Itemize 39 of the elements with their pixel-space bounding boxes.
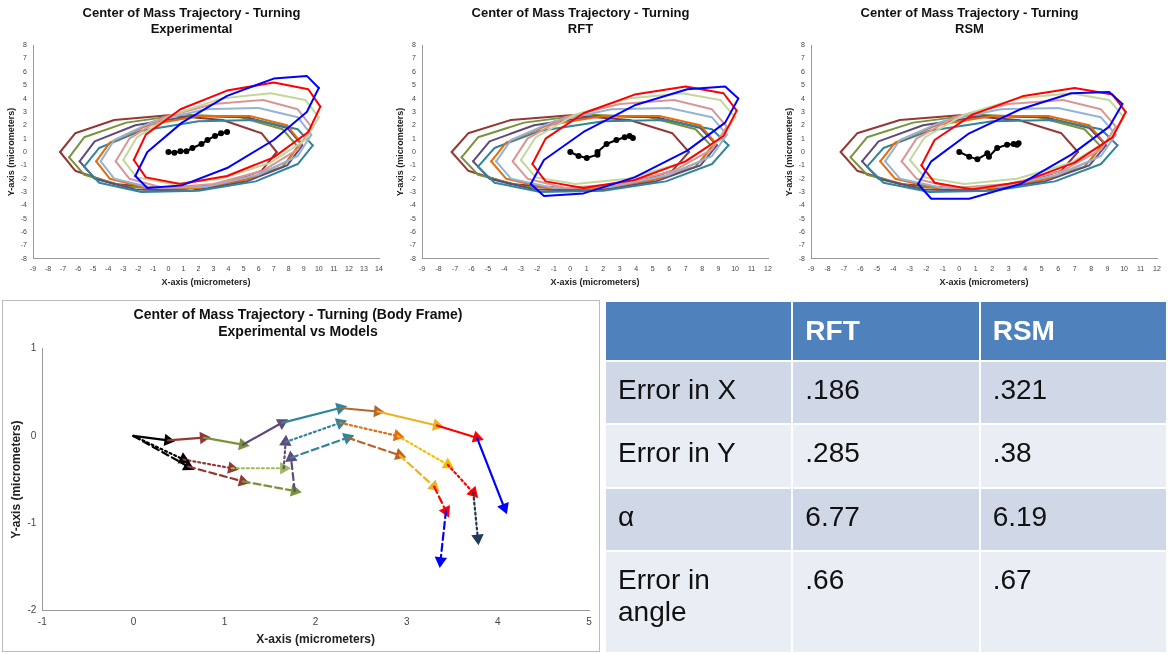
y-axis-title: Y-axis (micrometers) — [783, 107, 794, 197]
y-axis-title: Y-axis (micrometers) — [5, 107, 16, 197]
y-tick-label: 1 — [30, 342, 37, 354]
x-axis-title: X-axis (micrometers) — [256, 632, 376, 647]
y-axis-title: Y-axis (micrometers) — [8, 420, 23, 539]
y-tick-label: 0 — [30, 429, 37, 441]
text: Error in Y — [605, 424, 793, 488]
x-tick-label: 5 — [586, 616, 593, 628]
chart-subtitle: Experimental — [150, 20, 233, 36]
chart-title: Center of Mass Trajectory - Turning (Body Frame) — [133, 306, 463, 323]
text: Error in angle — [605, 550, 793, 653]
chart-title: Center of Mass Trajectory - Turning — [82, 5, 301, 21]
x-axis-title: X-axis (micrometers) — [939, 277, 1029, 288]
text: RSM — [979, 301, 1167, 361]
text: .321 — [979, 361, 1167, 425]
chart-subtitle: RFT — [567, 20, 594, 36]
x-tick-label: 0 — [130, 616, 137, 628]
y-tick-label: -1 — [27, 517, 37, 529]
y-tick-label: -2 — [27, 604, 37, 616]
text: 6.19 — [979, 487, 1167, 551]
x-axis-title: X-axis (micrometers) — [161, 277, 251, 288]
x-axis-title: X-axis (micrometers) — [550, 277, 640, 288]
text: .38 — [979, 424, 1167, 488]
y-axis-title: Y-axis (micrometers) — [394, 107, 405, 197]
text: RFT — [792, 301, 980, 361]
x-tick-label: 1 — [221, 616, 228, 628]
x-tick-label: 4 — [495, 616, 502, 628]
text: 6.77 — [792, 487, 980, 551]
chart-subtitle: RSM — [955, 20, 984, 36]
x-tick-label: 2 — [312, 616, 319, 628]
chart-subtitle: Experimental vs Models — [218, 323, 378, 340]
text: .67 — [979, 550, 1167, 653]
text: Error in X — [605, 361, 793, 425]
text: .186 — [792, 361, 980, 425]
chart-title: Center of Mass Trajectory - Turning — [860, 5, 1079, 21]
text: .66 — [792, 550, 980, 653]
text: α — [605, 487, 793, 551]
text: .285 — [792, 424, 980, 488]
chart-title: Center of Mass Trajectory - Turning — [471, 5, 690, 21]
